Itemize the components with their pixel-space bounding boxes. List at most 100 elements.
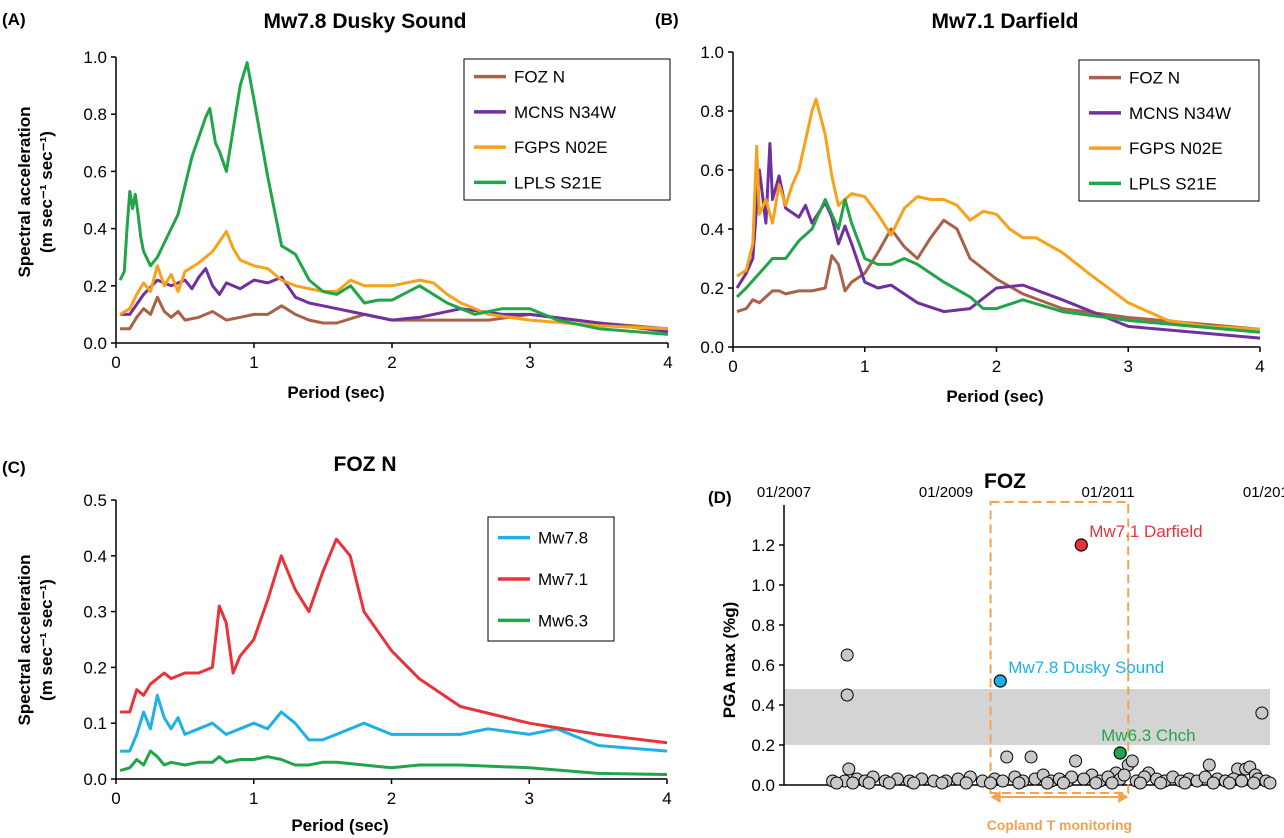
x-tick-label: 0 [111,789,120,808]
series-line-mw7-8 [120,693,668,753]
y-tick-label: 0.4 [83,547,107,566]
legend-label: LPLS S21E [1129,174,1217,193]
x-tick-label: 3 [1124,357,1133,376]
event-point-mw6-3-chch [1113,746,1127,760]
x-axis-title-a: Period (sec) [287,383,385,402]
panel-label-a: (A) [2,10,26,29]
chart-d: 0.0 0.2 0.4 0.6 0.8 1.0 1.2 01/2007 01/2009 01/20… [751,484,1284,833]
scatter-point [1263,776,1277,790]
monitoring-period-box [989,501,1130,794]
event-point-mw7-1-darfield [1074,538,1088,552]
scatter-point [1202,758,1216,772]
y-tick-label: 0.1 [83,714,107,733]
scatter-point [907,776,921,790]
y-tick-label: 0.6 [83,162,107,181]
y-tick-label: 0.4 [700,220,724,239]
scatter-point [1117,768,1131,782]
y-tick-label: 0.4 [751,696,775,715]
panel-label-d: (D) [708,488,732,507]
series-line-lpls-s21e [735,198,1261,334]
x-tick-label: 4 [663,353,672,372]
x-axis-title-b: Period (sec) [946,387,1044,406]
scatter-point [1247,776,1261,790]
legend-label: Mw7.8 [538,529,588,548]
y-tick-label: 0.0 [83,770,107,789]
event-point-mw7-8-dusky-sound [993,674,1007,688]
x-tick-label: 1 [249,789,258,808]
y-tick-label: 0.2 [700,279,724,298]
x-tick-label: 0 [111,353,120,372]
y-tick-label: 0.5 [83,491,107,510]
y-tick-label: 0.2 [83,658,107,677]
y-tick-label: 0.0 [751,776,775,795]
scatter-point [1255,706,1269,720]
panel-label-c: (C) [2,458,26,477]
scatter-point [1077,772,1091,786]
y-tick-label: 0.2 [751,736,775,755]
x-tick-label: 4 [662,789,671,808]
y-tick-label: 0.8 [751,616,775,635]
x-tick-label: 01/2011 [1081,484,1134,501]
scatter-point [1040,776,1054,790]
legend-label: FGPS N02E [514,138,608,157]
scatter-point [1223,776,1236,790]
legend-label: Mw6.3 [538,611,588,630]
legend-label: Mw7.1 [538,570,588,589]
scatter-point [996,774,1010,788]
chart-title-c: FOZ N [333,453,397,476]
scatter-point [959,776,973,790]
y-tick-label: 0.2 [83,277,107,296]
x-tick-label: 2 [387,353,396,372]
y-tick-label: 1.0 [700,43,724,62]
scatter-point [1024,750,1038,764]
scatter-point [882,776,896,790]
scatter-point [842,762,856,776]
scatter-point [862,776,876,790]
series-line-lpls-s21e [118,61,669,336]
event-label: Mw7.1 Darfield [1089,522,1202,541]
legend-box [463,58,671,201]
legend-label: LPLS S21E [514,173,602,192]
panel-label-b: (B) [655,10,679,29]
x-tick-label: 01/2007 [757,484,811,501]
x-tick-label: 1 [249,353,258,372]
threshold-band [784,689,1270,745]
y-tick-label: 0.4 [83,220,107,239]
y-tick-label: 1.0 [751,576,775,595]
legend-box [1078,59,1260,202]
series-line-foz-n [736,218,1261,331]
series-line-mcns-n34w [735,142,1261,340]
x-tick-label: 2 [387,789,396,808]
legend-label: FOZ N [514,68,565,87]
monitoring-arrow-head-right [1118,791,1129,803]
chart-a: 0.0 0.2 0.4 0.6 0.8 1.0 0 1 2 3 4 FOZ N MCNS N34W FGP… [83,48,672,372]
scatter-point [935,776,949,790]
y-tick-label: 1.0 [83,48,107,67]
series-line-mw7-1 [120,537,668,745]
chart-c: 0.0 0.1 0.2 0.3 0.4 0.5 0 1 2 3 4 Mw7.8 Mw7.1 Mw6.3 [83,491,671,808]
y-tick-label: 0.6 [700,161,724,180]
scatter-point [840,648,854,662]
scatter-point [840,688,854,702]
x-axis-title-c: Period (sec) [291,816,389,835]
legend-label: MCNS N34W [1129,104,1231,123]
x-tick-label: 2 [992,357,1001,376]
legend-label: FGPS N02E [1129,139,1223,158]
series-line-fgps-n02e [736,97,1261,331]
y-tick-label: 0.0 [700,338,724,357]
scatter-point [1206,776,1220,790]
series-line-foz-n [120,295,669,331]
scatter-point [1133,776,1147,790]
scatter-point [1105,776,1119,790]
scatter-point [1235,774,1249,788]
x-tick-label: 3 [525,353,534,372]
event-label: Mw6.3 Chch [1101,726,1195,745]
scatter-point [1125,754,1139,768]
monitoring-label: Copland T monitoring [987,817,1132,833]
monitoring-arrow-head-left [990,791,1001,803]
legend-label: FOZ N [1129,69,1180,88]
y-tick-label: 0.6 [751,656,775,675]
scatter-point [830,776,844,790]
scatter-point [984,776,998,790]
